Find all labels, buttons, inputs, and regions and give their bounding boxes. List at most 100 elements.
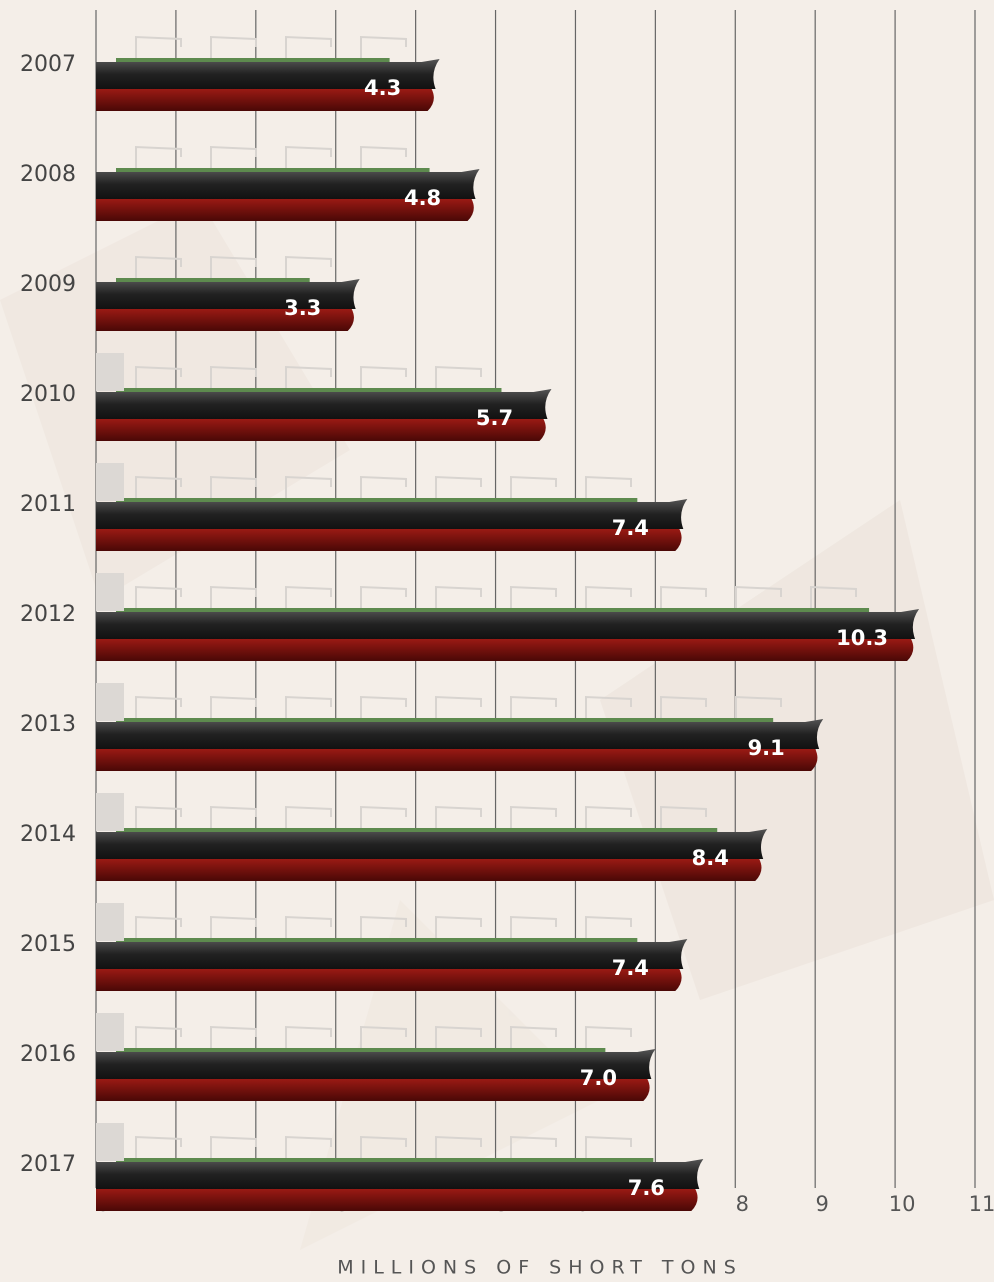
bridge [96, 1123, 124, 1161]
value-label: 5.7 [476, 406, 513, 430]
y-tick-label: 2013 [20, 712, 76, 737]
crane [211, 147, 256, 168]
crane [361, 697, 406, 718]
crane [211, 37, 256, 58]
x-tick-label: 11 [969, 1192, 994, 1216]
y-tick-label: 2015 [20, 932, 76, 957]
crane [436, 697, 481, 718]
crane [286, 1027, 331, 1048]
value-label: 7.4 [612, 516, 649, 540]
crane [586, 587, 631, 608]
ship-keel [96, 859, 761, 881]
ship [96, 903, 687, 991]
crane [211, 587, 256, 608]
chart: MILLIONS OF SHORT TONS 01234567891011200… [0, 0, 994, 1282]
crane [136, 917, 181, 938]
bridge [96, 573, 124, 611]
ship-hull [96, 719, 823, 749]
ship-hull [96, 499, 687, 529]
crane [136, 37, 181, 58]
crane [436, 367, 481, 388]
value-label: 9.1 [748, 736, 785, 760]
crane [361, 477, 406, 498]
y-tick-label: 2007 [20, 52, 76, 77]
crane [511, 917, 556, 938]
crane [286, 587, 331, 608]
crane [286, 147, 331, 168]
y-tick-label: 2008 [20, 162, 76, 187]
x-tick-label: 10 [889, 1192, 916, 1216]
crane [661, 587, 706, 608]
crane [136, 697, 181, 718]
ship-hull [96, 609, 919, 639]
crane [136, 587, 181, 608]
crane [361, 147, 406, 168]
crane [286, 1137, 331, 1158]
crane [136, 1027, 181, 1048]
crane [286, 257, 331, 278]
y-tick-label: 2016 [20, 1042, 76, 1067]
bridge [96, 793, 124, 831]
crane [211, 1137, 256, 1158]
ship-keel [96, 749, 817, 771]
crane [586, 917, 631, 938]
crane [286, 917, 331, 938]
value-label: 7.4 [612, 956, 649, 980]
value-label: 8.4 [692, 846, 729, 870]
crane [511, 697, 556, 718]
ship-hull [96, 1049, 655, 1079]
crane [361, 807, 406, 828]
y-tick-label: 2009 [20, 272, 76, 297]
y-tick-label: 2011 [20, 492, 76, 517]
y-tick-label: 2017 [20, 1152, 76, 1177]
bridge [96, 903, 124, 941]
value-label: 10.3 [836, 626, 888, 650]
crane [286, 697, 331, 718]
ship-hull [96, 1159, 703, 1189]
x-axis-title: MILLIONS OF SHORT TONS [337, 1257, 743, 1279]
crane [436, 587, 481, 608]
crane [511, 477, 556, 498]
x-tick-label: 8 [736, 1192, 749, 1216]
crane [136, 807, 181, 828]
crane [436, 807, 481, 828]
crane [436, 477, 481, 498]
crane [211, 917, 256, 938]
value-label: 4.8 [404, 186, 441, 210]
y-tick-label: 2010 [20, 382, 76, 407]
crane [436, 917, 481, 938]
bridge [96, 683, 124, 721]
bridge [96, 353, 124, 391]
ship-hull [96, 829, 767, 859]
crane [286, 807, 331, 828]
crane [211, 1027, 256, 1048]
y-tick-label: 2014 [20, 822, 76, 847]
crane [586, 1137, 631, 1158]
bridge [96, 463, 124, 501]
value-label: 4.3 [364, 76, 401, 100]
crane [286, 37, 331, 58]
y-tick-label: 2012 [20, 602, 76, 627]
value-label: 3.3 [284, 296, 321, 320]
bridge [96, 1013, 124, 1051]
crane [511, 807, 556, 828]
ship-keel [96, 1079, 650, 1101]
ship-keel [96, 1189, 698, 1211]
crane [586, 807, 631, 828]
crane [361, 367, 406, 388]
x-tick-label: 9 [815, 1192, 828, 1216]
ship-hull [96, 939, 687, 969]
value-label: 7.6 [628, 1176, 665, 1200]
crane [136, 1137, 181, 1158]
crane [211, 697, 256, 718]
crane [586, 477, 631, 498]
value-label: 7.0 [580, 1066, 617, 1090]
crane [361, 37, 406, 58]
ship-keel [96, 529, 682, 551]
crane [511, 587, 556, 608]
crane [586, 1027, 631, 1048]
crane [136, 147, 181, 168]
crane [211, 807, 256, 828]
crane [361, 587, 406, 608]
ship-keel [96, 969, 682, 991]
